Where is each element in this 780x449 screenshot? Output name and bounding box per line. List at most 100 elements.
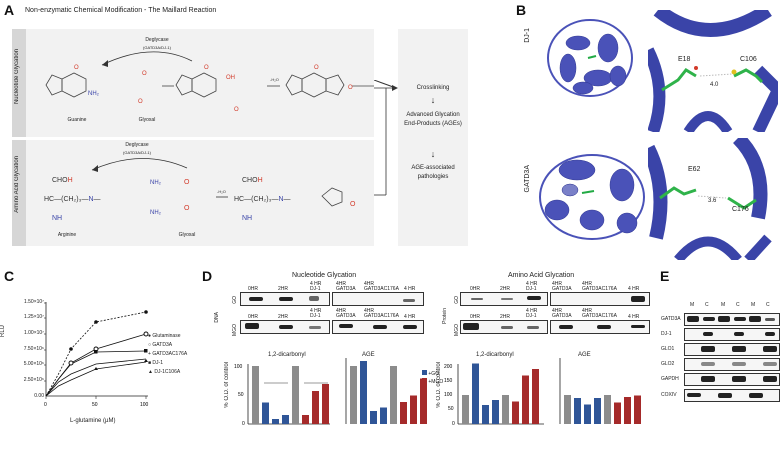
gatd3a-active-site-closeup: E62 C176 3.6 bbox=[648, 138, 778, 260]
column-header: C bbox=[766, 302, 770, 308]
lane-label: 4 HR DJ-1 bbox=[310, 308, 322, 319]
crosslinking-label: Crosslinking bbox=[416, 85, 450, 91]
svg-text:O: O bbox=[234, 107, 239, 113]
glyoxal-label: Glyoxal bbox=[138, 117, 156, 123]
svg-text:CHOH: CHOH bbox=[52, 177, 73, 184]
connector-arrow-svg bbox=[374, 80, 398, 196]
lane-label: 4HR GATD3A bbox=[552, 281, 572, 292]
column-header: M bbox=[721, 302, 726, 308]
lane-label: 0HR bbox=[470, 286, 481, 292]
residue-c176: C176 bbox=[732, 206, 749, 213]
d-amino-title: Amino Acid Glycation bbox=[508, 272, 575, 279]
lane-label: 4 HR bbox=[628, 314, 640, 320]
svg-text:O: O bbox=[142, 71, 147, 77]
svg-text:NH: NH bbox=[52, 215, 62, 222]
svg-text:50: 50 bbox=[448, 406, 454, 412]
d-amino-bar-charts: 200 150 100 50 0 bbox=[444, 358, 641, 427]
svg-text:150: 150 bbox=[444, 378, 453, 384]
enzyme-sub-label: (GATD3A/DJ-1) bbox=[143, 45, 171, 50]
lane-label: 4 HR bbox=[628, 286, 640, 292]
lane-label: 4 HR DJ-1 bbox=[310, 281, 322, 292]
svg-text:O: O bbox=[348, 85, 353, 91]
e-blot-row bbox=[684, 358, 780, 371]
lane-label: 4HR GATD3AC176A bbox=[364, 281, 399, 292]
residue-c106: C106 bbox=[740, 56, 757, 63]
svg-text:HC—(CH₂)₃—N—: HC—(CH₂)₃—N— bbox=[234, 196, 291, 203]
dj1-structure-label: DJ-1 bbox=[524, 28, 531, 43]
svg-text:50: 50 bbox=[92, 402, 98, 408]
svg-text:NH₂: NH₂ bbox=[150, 180, 162, 186]
legend-item: ● Glutaminase bbox=[148, 333, 181, 339]
amino-acid-glycation-box: Amino Acid Glycation Deglycase (GATD3A/D… bbox=[12, 140, 374, 246]
e-row-label: GATD3A bbox=[661, 316, 681, 322]
ages-label: Advanced Glycation End-Products (AGEs) bbox=[404, 112, 462, 127]
svg-text:0: 0 bbox=[44, 402, 47, 408]
svg-text:O: O bbox=[184, 205, 190, 212]
panel-label-b: B bbox=[516, 2, 527, 18]
distance-label: 4.0 bbox=[710, 82, 719, 88]
d-legend: +GO +MGO bbox=[422, 370, 443, 386]
lane-label: 4HR GATD3AC176A bbox=[364, 308, 399, 319]
blot-type-label: DNA bbox=[214, 312, 220, 323]
svg-text:NH: NH bbox=[242, 215, 252, 222]
residue-e18: E18 bbox=[678, 56, 691, 63]
svg-text:0: 0 bbox=[242, 421, 245, 427]
dj1-protein-structure bbox=[547, 19, 633, 97]
lane-label: 2HR bbox=[278, 286, 289, 292]
e-blot-row bbox=[684, 313, 780, 326]
blot-type-label: Protein bbox=[442, 308, 448, 324]
pathologies-label: AGE-associated pathologies bbox=[411, 165, 455, 180]
lane-label: 0HR bbox=[248, 314, 259, 320]
lane-label: 4 HR DJ-1 bbox=[526, 281, 538, 292]
panel-label-e: E bbox=[660, 268, 670, 284]
e-row-label: GLO2 bbox=[661, 361, 675, 367]
gatd3a-protein-structure bbox=[539, 154, 645, 240]
legend-item: ■ DJ-1 bbox=[148, 360, 163, 366]
e-row-label: GLO1 bbox=[661, 346, 675, 352]
blot-strip bbox=[550, 292, 650, 306]
panel-label-c: C bbox=[4, 268, 15, 284]
guanine-label: Guanine bbox=[67, 117, 87, 123]
age-title-2: AGE bbox=[578, 352, 591, 358]
panel-label-d: D bbox=[202, 268, 213, 284]
svg-text:HC—(CH₂)₃—N—: HC—(CH₂)₃—N— bbox=[44, 196, 101, 203]
blot-strip bbox=[550, 320, 650, 334]
gatd3a-structure-label: GATD3A bbox=[524, 165, 531, 193]
svg-text:100: 100 bbox=[234, 364, 243, 370]
d-nucleotide-title: Nucleotide Glycation bbox=[292, 272, 357, 279]
legend-item: + GATD3AC176A bbox=[148, 351, 188, 357]
e-row-label: DJ-1 bbox=[661, 331, 672, 337]
enzyme-label: Deglycase bbox=[125, 142, 149, 148]
glyoxal-label: Glyoxal bbox=[178, 232, 196, 238]
lane-label: 4 HR bbox=[404, 286, 416, 292]
e-row-label: GAPDH bbox=[661, 376, 679, 382]
e-blot-row bbox=[684, 373, 780, 386]
lane-label: 4HR GATD3A bbox=[336, 308, 356, 319]
lane-label: 4HR GATD3AC176A bbox=[582, 308, 617, 319]
nucleotide-glycation-box: Nucleotide Glycation Deglycase (GATD3A/D… bbox=[12, 29, 374, 137]
svg-text:O: O bbox=[74, 65, 79, 71]
lane-label: 4 HR DJ-1 bbox=[526, 308, 538, 319]
column-header: C bbox=[705, 302, 709, 308]
svg-text:0: 0 bbox=[452, 421, 455, 427]
residue-e62: E62 bbox=[688, 166, 701, 173]
panel-a-title: Non-enzymatic Chemical Modification - Th… bbox=[25, 7, 217, 14]
e-blot-row bbox=[684, 343, 780, 356]
panel-label-a: A bbox=[4, 2, 15, 18]
reagent-label: GO bbox=[232, 296, 238, 304]
lane-label: 4 HR bbox=[404, 314, 416, 320]
blot-strip bbox=[240, 320, 330, 334]
svg-text:100: 100 bbox=[140, 402, 149, 408]
svg-text:O: O bbox=[184, 179, 190, 186]
svg-text:100: 100 bbox=[444, 392, 453, 398]
enzyme-label: Deglycase bbox=[145, 37, 169, 43]
d-nucleotide-bar-charts: 100 50 0 bbox=[234, 358, 427, 427]
e-blot-row bbox=[684, 389, 780, 402]
blot-strip bbox=[460, 292, 548, 306]
enzyme-sub-label: (GATD3A/DJ-1) bbox=[123, 150, 151, 155]
dicarbonyl-title-2: 1,2-dicarbonyl bbox=[476, 352, 514, 358]
column-header: M bbox=[751, 302, 756, 308]
lane-label: 2HR bbox=[500, 286, 511, 292]
amino-acid-scheme-svg: CHOH HC—(CH₂)₃—N— NH NH₂ NH₂ O O -H₂O CH… bbox=[44, 158, 356, 222]
lane-label: 4HR GATD3AC176A bbox=[582, 281, 617, 292]
